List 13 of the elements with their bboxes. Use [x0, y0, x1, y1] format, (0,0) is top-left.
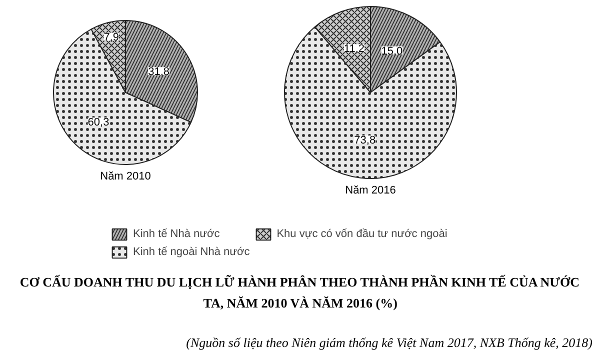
data-label: 73,8 — [354, 134, 376, 146]
legend-label: Kinh tế ngoài Nhà nước — [133, 246, 250, 258]
text: (Nguồn số liệu theo Niên giám thống kê Việt Nam 2017, NXB Thống kê, 2018) — [186, 335, 593, 350]
data-label: 15,0 — [381, 45, 403, 58]
data-label: 11,2 — [344, 43, 364, 56]
legend-label: Kinh tế Nhà nước — [133, 228, 220, 240]
data-label: 7,9 — [104, 32, 119, 44]
text: CƠ CẤU DOANH THU DU LỊCH LỮ HÀNH PHÂN THEO THÀNH PHẦN KINH TẾ CỦA NƯỚC TA, NĂM 2010 VÀ NĂM 2016 (%) — [20, 274, 580, 310]
data-label: 31,8 — [148, 66, 170, 78]
legend-label: Khu vực có vốn đầu tư nước ngoài — [276, 228, 448, 240]
data-label: 60,3 — [88, 116, 110, 128]
text: Năm 2016 — [345, 184, 396, 196]
text: Năm 2010 — [100, 170, 151, 182]
